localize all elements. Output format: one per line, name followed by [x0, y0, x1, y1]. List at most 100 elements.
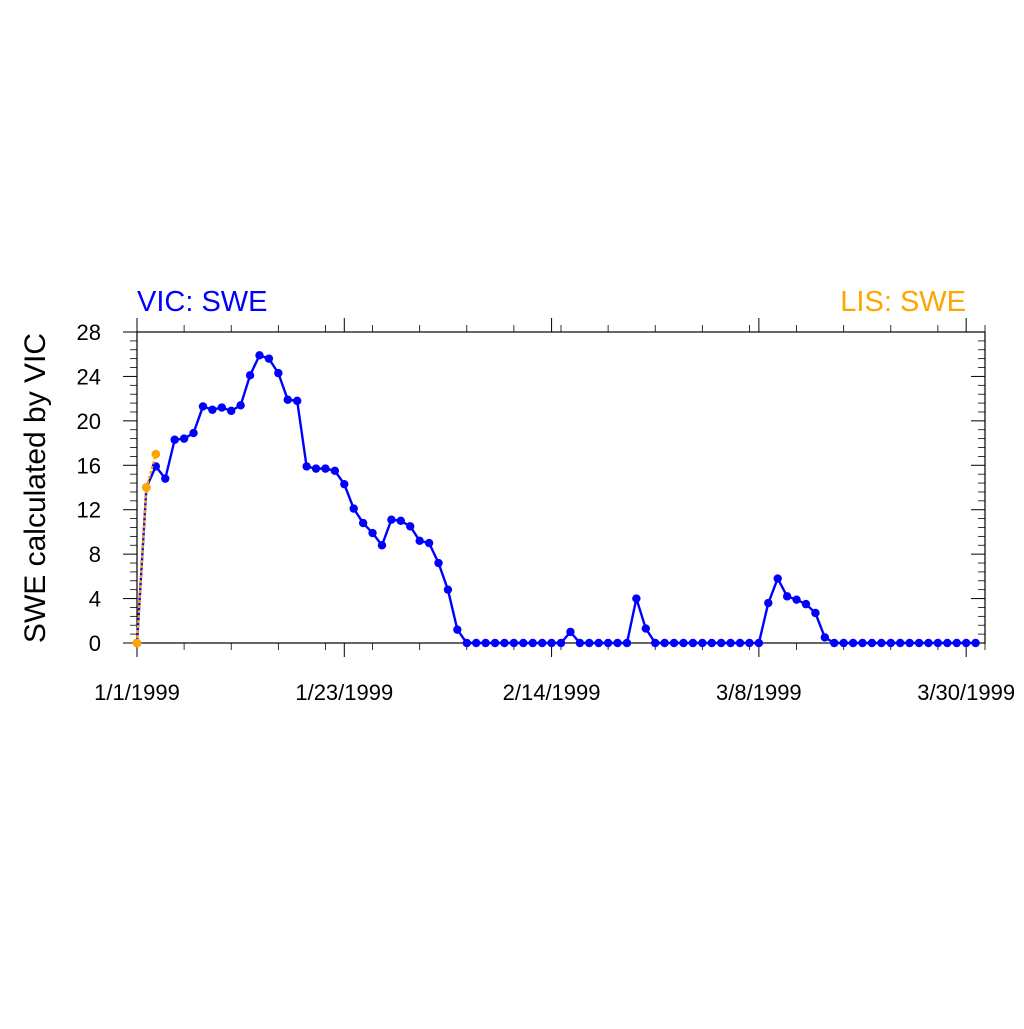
data-point: [971, 638, 980, 648]
series-layer: [132, 351, 980, 648]
data-point: [396, 516, 406, 526]
data-point: [839, 638, 848, 648]
data-point: [726, 638, 735, 648]
plot-frame: [136, 331, 986, 644]
y-tick-label: 20: [77, 409, 101, 434]
data-point: [255, 351, 264, 360]
data-point: [688, 638, 698, 648]
y-tick-label: 16: [77, 453, 101, 478]
data-point: [340, 479, 349, 489]
data-point: [245, 371, 255, 380]
data-point: [632, 594, 641, 603]
data-point: [189, 428, 198, 438]
data-point: [321, 464, 330, 473]
data-point: [707, 638, 716, 648]
data-point: [387, 515, 396, 524]
data-point: [377, 541, 387, 550]
data-point: [924, 638, 933, 648]
y-tick-label: 24: [77, 364, 101, 389]
data-point: [603, 638, 613, 648]
data-point: [217, 403, 226, 412]
data-point: [434, 558, 443, 568]
data-point: [943, 638, 952, 648]
data-point: [811, 608, 820, 618]
y-tick-label: 12: [77, 498, 101, 523]
data-point: [453, 625, 462, 634]
data-point: [651, 638, 660, 648]
x-tick-label: 1/23/1999: [295, 680, 393, 705]
data-point: [754, 638, 764, 648]
data-point: [575, 638, 585, 648]
data-point: [443, 585, 453, 594]
data-point: [161, 474, 170, 483]
data-point: [198, 402, 208, 411]
data-point: [886, 638, 895, 648]
data-point: [830, 638, 839, 648]
data-point: [368, 528, 377, 538]
data-point: [679, 638, 688, 648]
x-tick-label: 3/30/1999: [917, 680, 1015, 705]
data-point: [311, 464, 321, 473]
data-point: [528, 638, 537, 648]
data-point: [264, 354, 274, 363]
data-point: [585, 638, 594, 648]
data-point: [867, 638, 877, 648]
data-point: [952, 638, 961, 648]
data-point: [424, 538, 434, 548]
data-point: [773, 574, 782, 583]
data-point: [933, 638, 943, 648]
data-point: [622, 638, 632, 648]
data-point: [594, 638, 603, 648]
data-point: [132, 638, 142, 648]
data-point: [406, 522, 415, 531]
data-point: [349, 504, 358, 513]
y-tick-label: 8: [89, 542, 101, 567]
y-tick-label: 0: [89, 631, 101, 656]
data-point: [961, 638, 971, 648]
data-point: [556, 638, 566, 648]
data-point: [537, 638, 547, 648]
data-point: [170, 435, 179, 444]
data-point: [877, 638, 886, 648]
data-point: [745, 638, 754, 648]
y-tick-label: 28: [77, 320, 101, 345]
data-point: [302, 462, 311, 471]
series-vic: [132, 351, 980, 648]
data-point: [481, 638, 490, 648]
data-point: [274, 368, 283, 378]
data-point: [292, 396, 302, 406]
data-point: [660, 638, 669, 648]
data-point: [509, 638, 519, 648]
data-point: [330, 466, 340, 476]
data-point: [764, 598, 773, 608]
data-point: [782, 592, 792, 601]
axes: 0 4 8 12 16 20 24 28 1/1/1999 1/23/1999 2/14/1999 3…: [77, 318, 1015, 705]
data-point: [858, 638, 867, 648]
data-point: [735, 638, 745, 648]
x-tick-label: 2/14/1999: [503, 680, 601, 705]
data-point: [698, 638, 707, 648]
chart-title-right: LIS: SWE: [840, 286, 966, 318]
data-point: [236, 401, 245, 410]
series-line: [135, 354, 976, 645]
data-point: [848, 638, 858, 648]
data-point: [547, 638, 556, 648]
data-point: [896, 638, 905, 648]
data-point: [500, 638, 509, 648]
y-axis-label: SWE calculated by VIC: [19, 333, 52, 643]
data-point: [914, 638, 924, 648]
data-point: [613, 638, 622, 648]
data-point: [208, 405, 217, 414]
data-point: [566, 627, 575, 637]
data-point: [716, 638, 726, 648]
data-point: [472, 638, 481, 648]
data-point: [641, 624, 650, 633]
data-point: [151, 449, 161, 459]
data-point: [227, 406, 236, 416]
data-point: [820, 633, 830, 642]
data-point: [801, 599, 811, 609]
data-point: [519, 638, 528, 648]
data-point: [669, 638, 679, 648]
